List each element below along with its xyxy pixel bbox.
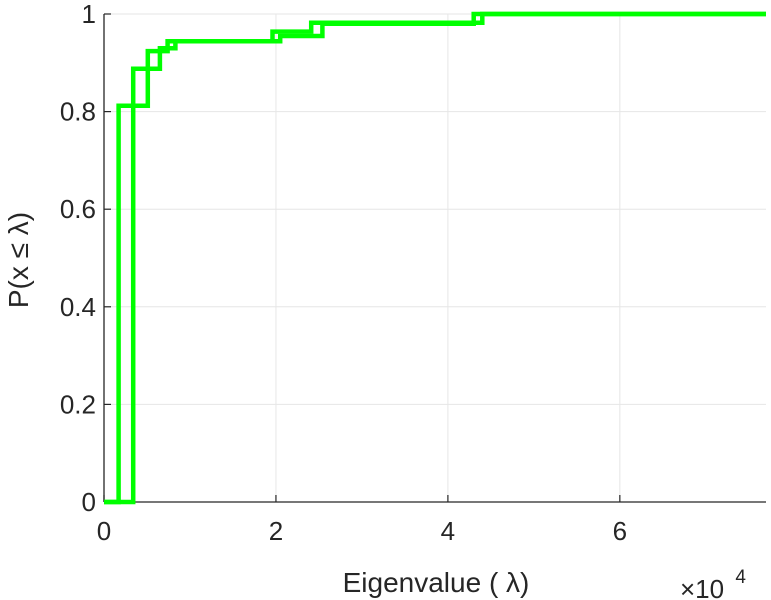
cdf-series-line-1 (104, 11, 766, 505)
x-axis-label: Eigenvalue ( λ) (343, 567, 530, 598)
y-tick-label: 0.2 (60, 389, 96, 419)
x-tick-label: 0 (97, 516, 111, 546)
x-exponent-base: ×10 (680, 574, 724, 600)
y-tick-label: 0 (82, 487, 96, 517)
cdf-series-line-2 (104, 11, 766, 505)
data-series (104, 11, 766, 505)
x-exponent-label: ×10 4 (680, 567, 746, 600)
x-tick-label: 4 (441, 516, 455, 546)
y-tick-label: 0.6 (60, 194, 96, 224)
x-tick-label: 2 (269, 516, 283, 546)
axes (103, 13, 766, 503)
y-tick-label: 0.8 (60, 97, 96, 127)
y-tick-label: 1 (82, 0, 96, 29)
grid-lines (104, 13, 766, 502)
tick-labels: 0 2 4 6 0 0.2 0.4 0.6 0.8 1 (60, 0, 627, 546)
y-axis-label: P(x ≤ λ) (3, 212, 34, 308)
x-exponent-power: 4 (735, 567, 746, 588)
y-tick-label: 0.4 (60, 292, 96, 322)
x-tick-label: 6 (613, 516, 627, 546)
